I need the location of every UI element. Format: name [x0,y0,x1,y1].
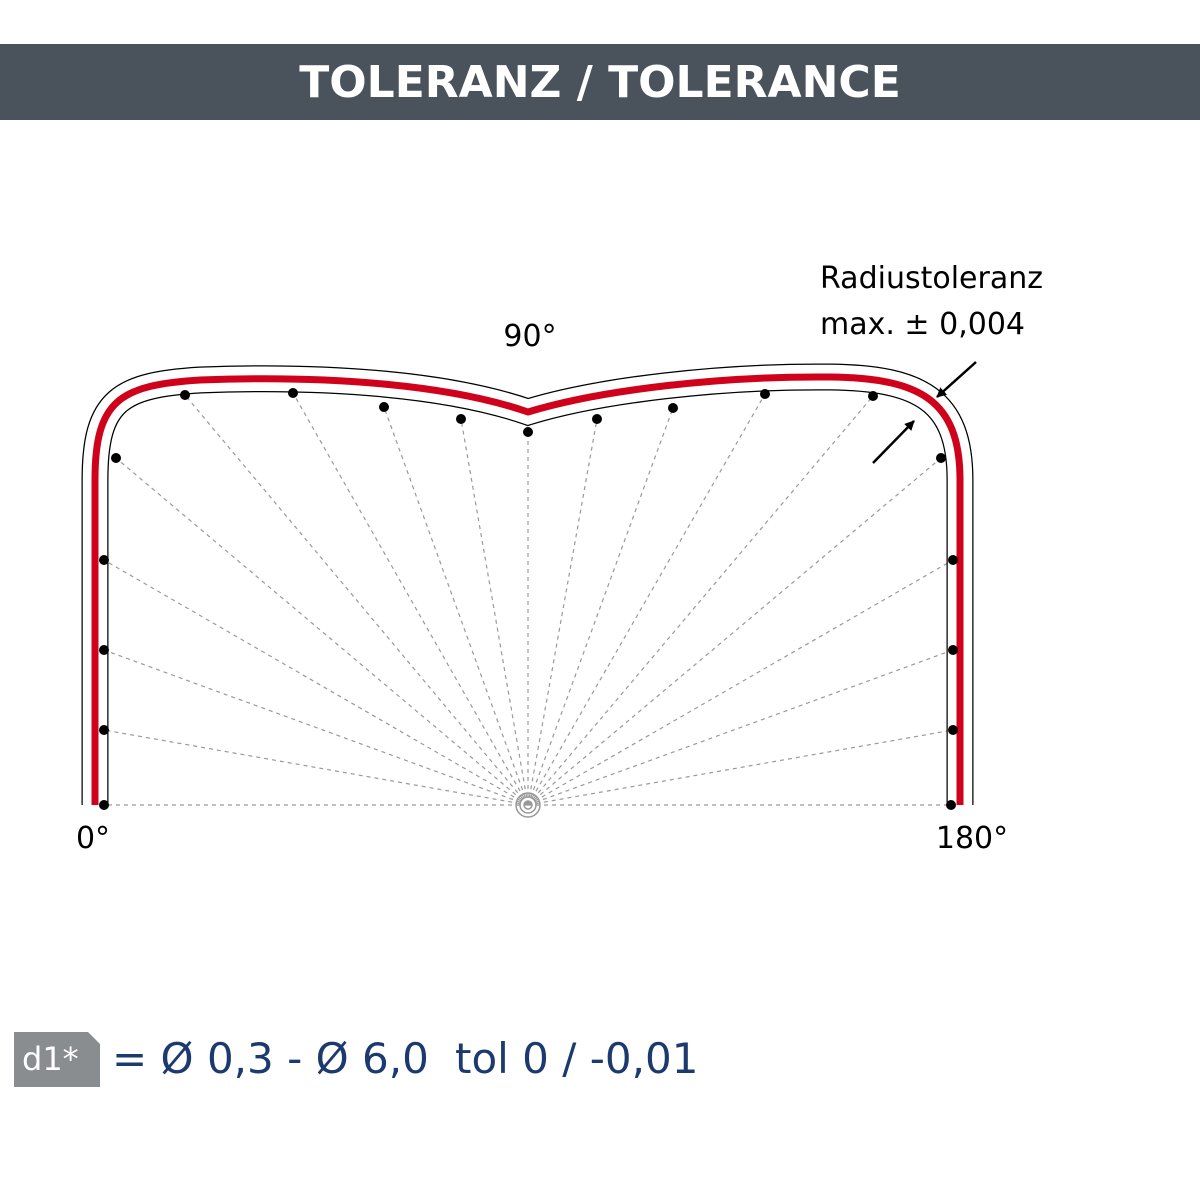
tolerance: tol 0 / -0,01 [455,1034,698,1083]
measure-point [868,391,878,401]
angle-label: 0° [76,821,110,856]
measure-point [948,555,958,565]
measure-point [111,453,121,463]
annotation: Radiustoleranz [820,261,1043,296]
ray [184,394,529,806]
arrow [872,420,915,464]
measure-point [99,645,109,655]
angle-label: 180° [936,821,1008,856]
ray [292,392,529,806]
measure-point [379,402,389,412]
measure-point [99,800,109,810]
ray [115,457,529,806]
ray [103,649,529,806]
ray [103,729,529,806]
measure-point [180,390,190,400]
ray [383,406,529,806]
measure-point [948,725,958,735]
annotation: max. ± 0,004 [820,307,1025,342]
range: = Ø 0,3 - Ø 6,0 [112,1034,429,1083]
ray [527,395,874,806]
ray [460,418,529,806]
measure-point [99,555,109,565]
ray [527,559,954,806]
ray [527,729,954,806]
measure-point [456,414,466,424]
badge [14,1032,100,1087]
header-bar [0,44,1200,120]
angle-label: 90° [503,319,556,354]
measure-point [523,427,533,437]
measure-point [668,403,678,413]
measure-point [946,800,956,810]
ray [527,418,598,806]
measure-point [760,389,770,399]
measure-point [936,453,946,463]
arrow [936,361,977,398]
badge-label: d1* [22,1040,79,1078]
ray [527,649,954,806]
measure-point [99,725,109,735]
ray [527,407,674,806]
center-mark [515,792,541,818]
contour [81,363,974,805]
header-title: TOLERANZ / TOLERANCE [299,57,901,108]
measure-points [99,388,958,810]
rays [103,392,954,806]
measure-point [592,414,602,424]
measure-point [288,388,298,398]
measure-point [948,645,958,655]
ray [527,393,766,806]
ray [103,559,529,806]
ray [527,457,942,806]
